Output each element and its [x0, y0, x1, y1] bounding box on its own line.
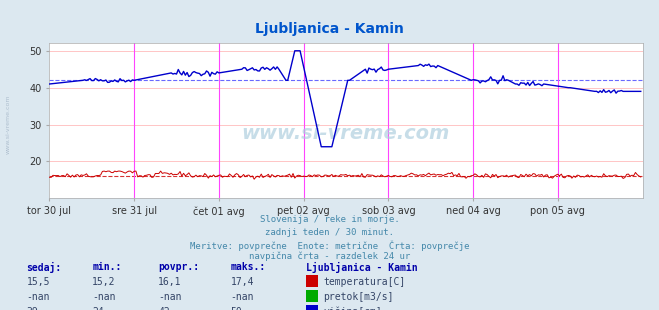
Text: 16,1: 16,1	[158, 277, 182, 287]
Text: 15,5: 15,5	[26, 277, 50, 287]
Text: navpična črta - razdelek 24 ur: navpična črta - razdelek 24 ur	[249, 252, 410, 261]
Text: višina[cm]: višina[cm]	[324, 307, 382, 310]
Text: maks.:: maks.:	[231, 262, 266, 272]
Text: www.si-vreme.com: www.si-vreme.com	[5, 94, 11, 154]
Text: -nan: -nan	[26, 292, 50, 302]
Text: -nan: -nan	[92, 292, 116, 302]
Text: Ljubljanica - Kamin: Ljubljanica - Kamin	[255, 22, 404, 36]
Text: Ljubljanica - Kamin: Ljubljanica - Kamin	[306, 262, 418, 273]
Text: -nan: -nan	[231, 292, 254, 302]
Text: 42: 42	[158, 307, 170, 310]
Text: Meritve: povprečne  Enote: metrične  Črta: povprečje: Meritve: povprečne Enote: metrične Črta:…	[190, 240, 469, 251]
Text: 15,2: 15,2	[92, 277, 116, 287]
Text: temperatura[C]: temperatura[C]	[324, 277, 406, 287]
Text: 39: 39	[26, 307, 38, 310]
Text: www.si-vreme.com: www.si-vreme.com	[242, 124, 450, 143]
Text: min.:: min.:	[92, 262, 122, 272]
Text: pretok[m3/s]: pretok[m3/s]	[324, 292, 394, 302]
Text: sedaj:: sedaj:	[26, 262, 61, 273]
Text: -nan: -nan	[158, 292, 182, 302]
Text: 24: 24	[92, 307, 104, 310]
Text: povpr.:: povpr.:	[158, 262, 199, 272]
Text: 50: 50	[231, 307, 243, 310]
Text: 17,4: 17,4	[231, 277, 254, 287]
Text: zadnji teden / 30 minut.: zadnji teden / 30 minut.	[265, 228, 394, 237]
Text: Slovenija / reke in morje.: Slovenija / reke in morje.	[260, 215, 399, 224]
